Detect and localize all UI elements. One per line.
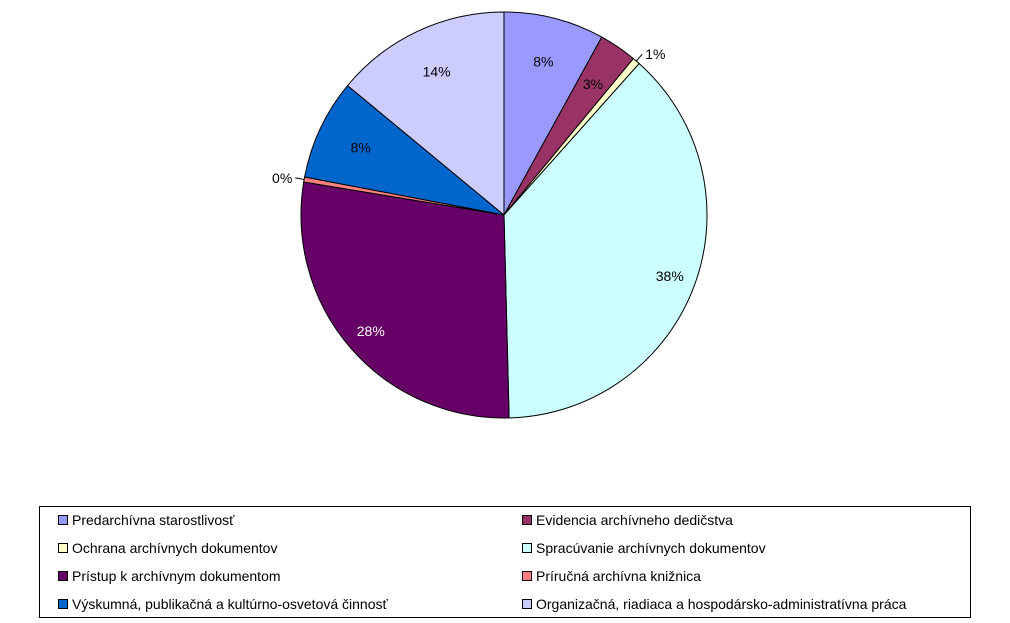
legend-swatch	[522, 515, 532, 525]
legend-item-3: Spracúvanie archívnych dokumentov	[522, 539, 766, 557]
legend: Predarchívna starostlivosť Evidencia arch…	[39, 506, 971, 618]
data-label-7: 14%	[423, 64, 451, 80]
data-label-4: 28%	[357, 323, 385, 339]
data-label-0: 8%	[533, 54, 553, 70]
legend-label: Evidencia archívneho dedičstva	[536, 512, 733, 528]
legend-swatch	[58, 571, 68, 581]
legend-label: Príručná archívna knižnica	[536, 568, 701, 584]
leader-line-5	[295, 177, 305, 180]
pie-slice-7	[346, 11, 505, 217]
legend-label: Ochrana archívnych dokumentov	[72, 540, 278, 556]
legend-swatch	[58, 515, 68, 525]
legend-swatch	[58, 543, 68, 553]
legend-item-2: Ochrana archívnych dokumentov	[58, 539, 277, 557]
data-label-3: 38%	[656, 268, 684, 284]
legend-item-5: Príručná archívna knižnica	[522, 567, 701, 585]
pie-slices	[300, 11, 708, 419]
legend-item-4: Prístup k archívnym dokumentom	[58, 567, 281, 585]
data-label-6: 8%	[351, 140, 371, 156]
legend-label: Spracúvanie archívnych dokumentov	[536, 540, 766, 556]
legend-swatch	[522, 571, 532, 581]
pie-slice-0	[503, 11, 603, 216]
label-leader-lines	[295, 53, 643, 180]
legend-item-1: Evidencia archívneho dedičstva	[522, 511, 733, 529]
legend-item-0: Predarchívna starostlivosť	[58, 511, 234, 529]
legend-swatch	[58, 599, 68, 609]
data-labels: 8% 3% 1% 38% 28% 0% 8% 14%	[272, 46, 684, 339]
pie-slice-3	[503, 62, 708, 419]
data-label-2: 1%	[645, 46, 665, 62]
legend-label: Prístup k archívnym dokumentom	[72, 568, 281, 584]
leader-line-2	[635, 53, 643, 62]
pie-slice-4	[300, 181, 510, 419]
legend-label: Organizačná, riadiaca a hospodársko-admi…	[536, 596, 907, 612]
data-label-1: 3%	[583, 76, 603, 92]
data-label-5: 0%	[272, 170, 292, 186]
legend-label: Výskumná, publikačná a kultúrno-osvetová…	[72, 596, 388, 612]
pie-chart: 8% 3% 1% 38% 28% 0% 8% 14%	[272, 11, 708, 419]
legend-item-6: Výskumná, publikačná a kultúrno-osvetová…	[58, 595, 388, 613]
pie-slice-6	[304, 84, 505, 216]
legend-label: Predarchívna starostlivosť	[72, 512, 235, 528]
legend-swatch	[522, 543, 532, 553]
legend-swatch	[522, 599, 532, 609]
legend-item-7: Organizačná, riadiaca a hospodársko-admi…	[522, 595, 906, 613]
